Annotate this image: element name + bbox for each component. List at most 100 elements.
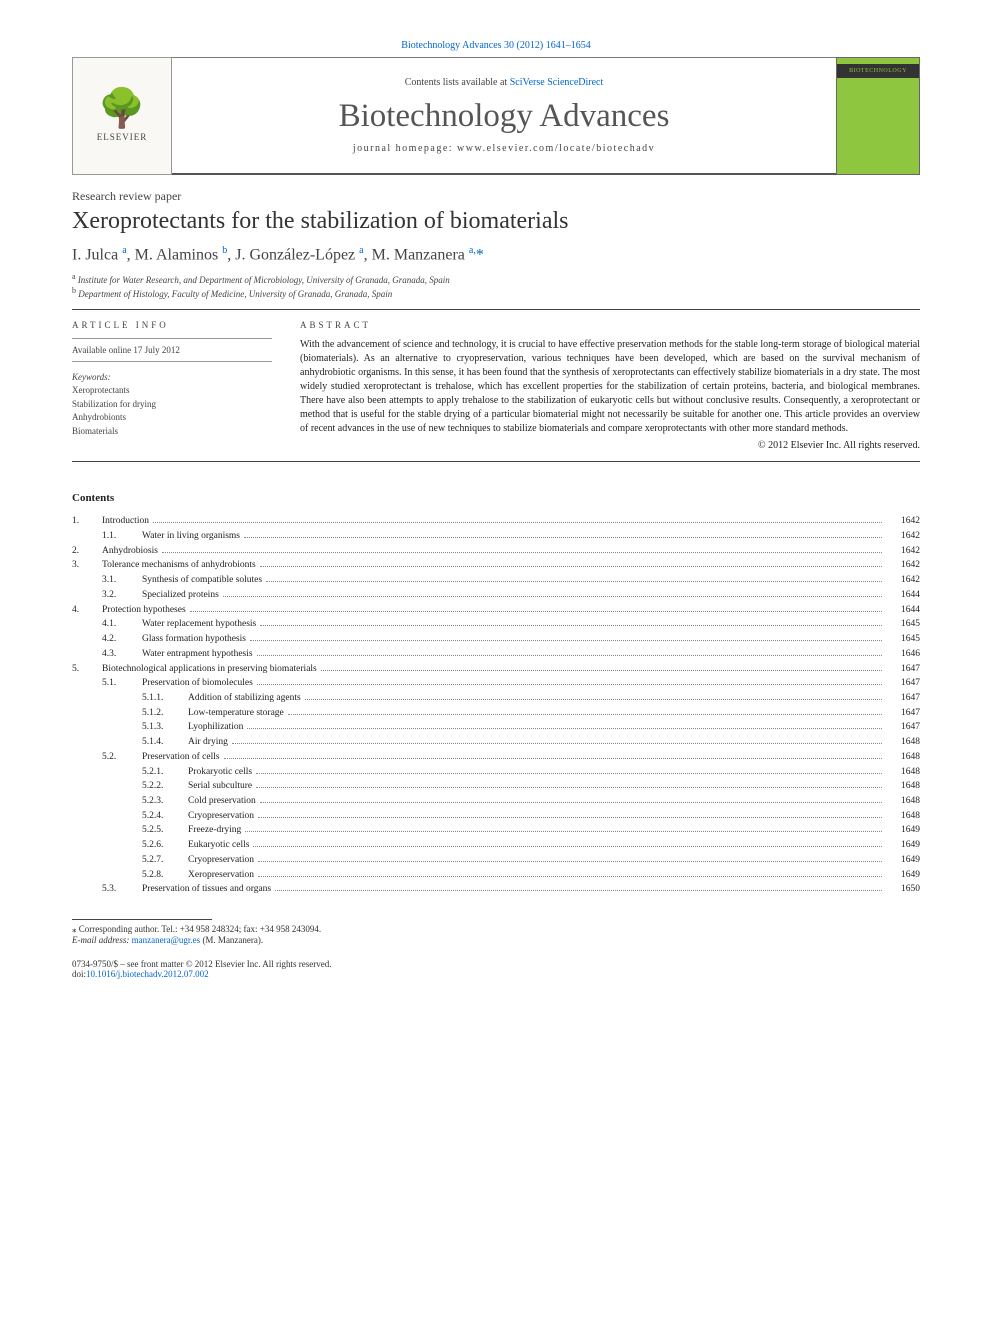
toc-title: Preservation of cells: [142, 750, 220, 765]
rule: [72, 461, 920, 462]
toc-row: 5.2.1.Prokaryotic cells1648: [72, 765, 920, 780]
abstract: ABSTRACT With the advancement of science…: [300, 320, 920, 451]
contents-lists-line: Contents lists available at SciVerse Sci…: [405, 77, 604, 88]
toc-dots: [260, 802, 882, 803]
footnote-rule: [72, 919, 212, 920]
toc-dots: [321, 670, 882, 671]
toc-page: 1649: [886, 853, 920, 868]
toc-num: 2.: [72, 544, 102, 559]
toc-title: Lyophilization: [188, 720, 243, 735]
toc-row: 5.1.2.Low-temperature storage 1647: [72, 706, 920, 721]
affiliation: a Institute for Water Research, and Depa…: [72, 272, 920, 285]
toc-row: 5.2.2.Serial subculture1648: [72, 779, 920, 794]
email-link[interactable]: manzanera@ugr.es: [132, 935, 201, 945]
toc-num: 5.2.6.: [142, 838, 188, 853]
toc-dots: [256, 787, 882, 788]
toc-row: 4.2.Glass formation hypothesis1645: [72, 632, 920, 647]
toc-page: 1649: [886, 823, 920, 838]
footer: 0734-9750/$ – see front matter © 2012 El…: [72, 959, 920, 979]
toc-row: 3.2.Specialized proteins 1644: [72, 588, 920, 603]
toc-dots: [153, 522, 882, 523]
toc-dots: [253, 846, 882, 847]
article-title: Xeroprotectants for the stabilization of…: [72, 208, 920, 235]
affiliation: b Department of Histology, Faculty of Me…: [72, 286, 920, 299]
toc-title: Cold preservation: [188, 794, 256, 809]
toc-title: Preservation of tissues and organs: [142, 882, 271, 897]
toc-row: 5.2.4.Cryopreservation1648: [72, 809, 920, 824]
masthead-center: Contents lists available at SciVerse Sci…: [172, 57, 836, 175]
toc-dots: [190, 611, 882, 612]
toc-num: 5.2.2.: [142, 779, 188, 794]
toc-title: Low-temperature storage: [188, 706, 284, 721]
toc-page: 1644: [886, 603, 920, 618]
keyword: Xeroprotectants: [72, 384, 272, 398]
toc-num: 5.1.2.: [142, 706, 188, 721]
keyword: Biomaterials: [72, 425, 272, 439]
keywords-head: Keywords:: [72, 372, 272, 382]
journal-homepage: journal homepage: www.elsevier.com/locat…: [353, 143, 655, 154]
email-footnote: E-mail address: manzanera@ugr.es (M. Man…: [72, 935, 920, 945]
article-type: Research review paper: [72, 189, 920, 204]
toc-dots: [250, 640, 882, 641]
toc-dots: [260, 625, 882, 626]
toc-page: 1647: [886, 720, 920, 735]
toc-title: Specialized proteins: [142, 588, 219, 603]
toc-num: 5.2.: [102, 750, 142, 765]
toc-page: 1644: [886, 588, 920, 603]
journal-title: Biotechnology Advances: [339, 98, 670, 135]
doi-link[interactable]: 10.1016/j.biotechadv.2012.07.002: [86, 969, 209, 979]
toc-title: Eukaryotic cells: [188, 838, 249, 853]
toc-num: 5.2.7.: [142, 853, 188, 868]
toc-dots: [247, 728, 882, 729]
toc-num: 1.1.: [102, 529, 142, 544]
toc-dots: [288, 714, 882, 715]
toc-title: Biotechnological applications in preserv…: [102, 662, 317, 677]
toc-dots: [260, 566, 882, 567]
toc-row: 5.2.Preservation of cells 1648: [72, 750, 920, 765]
toc-num: 3.1.: [102, 573, 142, 588]
toc-title: Xeropreservation: [188, 868, 254, 883]
toc-num: 5.2.5.: [142, 823, 188, 838]
toc-page: 1642: [886, 514, 920, 529]
toc-num: 3.: [72, 558, 102, 573]
toc-title: Cryopreservation: [188, 809, 254, 824]
abstract-head: ABSTRACT: [300, 320, 920, 330]
toc-page: 1647: [886, 662, 920, 677]
toc-row: 5.2.3.Cold preservation1648: [72, 794, 920, 809]
rule: [72, 309, 920, 310]
toc-title: Cryopreservation: [188, 853, 254, 868]
toc-num: 5.1.4.: [142, 735, 188, 750]
article-info-head: ARTICLE INFO: [72, 320, 272, 330]
toc-title: Tolerance mechanisms of anhydrobionts: [102, 558, 256, 573]
toc-num: 5.2.3.: [142, 794, 188, 809]
toc-page: 1650: [886, 882, 920, 897]
toc-num: 5.1.: [102, 676, 142, 691]
toc-dots: [245, 831, 882, 832]
contents-head: Contents: [72, 492, 920, 504]
toc-num: 5.: [72, 662, 102, 677]
toc-page: 1647: [886, 706, 920, 721]
toc-dots: [266, 581, 882, 582]
contents-prefix: Contents lists available at: [405, 77, 510, 88]
email-author-name: (M. Manzanera).: [202, 935, 263, 945]
cover-stripe: BIOTECHNOLOGY: [837, 64, 919, 78]
toc-num: 3.2.: [102, 588, 142, 603]
keywords-list: XeroprotectantsStabilization for dryingA…: [72, 384, 272, 438]
elsevier-name: ELSEVIER: [97, 132, 148, 142]
toc-page: 1648: [886, 779, 920, 794]
toc-row: 4.Protection hypotheses1644: [72, 603, 920, 618]
email-label: E-mail address:: [72, 935, 129, 945]
available-online: Available online 17 July 2012: [72, 338, 272, 355]
toc-num: 4.2.: [102, 632, 142, 647]
toc-title: Introduction: [102, 514, 149, 529]
toc-page: 1647: [886, 676, 920, 691]
toc-page: 1642: [886, 544, 920, 559]
toc-row: 5.Biotechnological applications in prese…: [72, 662, 920, 677]
article-info: ARTICLE INFO Available online 17 July 20…: [72, 320, 272, 451]
toc-title: Protection hypotheses: [102, 603, 186, 618]
toc-page: 1648: [886, 750, 920, 765]
sciencedirect-link[interactable]: SciVerse ScienceDirect: [510, 77, 604, 88]
toc-num: 5.1.1.: [142, 691, 188, 706]
toc-title: Glass formation hypothesis: [142, 632, 246, 647]
keyword: Stabilization for drying: [72, 398, 272, 412]
